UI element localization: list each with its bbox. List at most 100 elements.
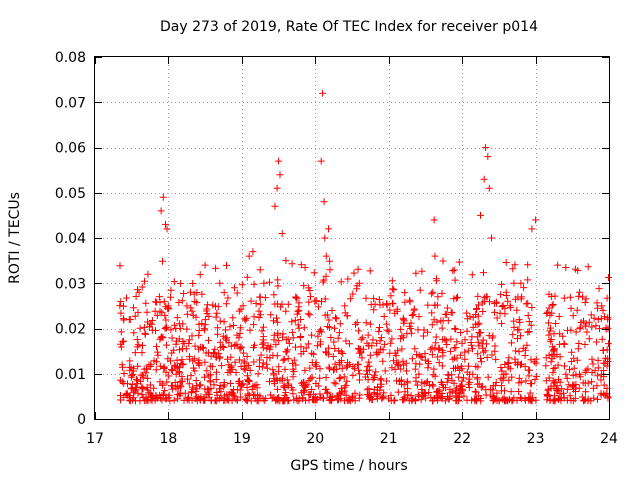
data-point [570, 354, 578, 362]
data-point [387, 292, 395, 300]
data-point [366, 320, 374, 328]
data-point [432, 275, 440, 283]
data-point [340, 373, 348, 381]
data-point [485, 332, 493, 340]
data-point [505, 395, 513, 403]
data-point [482, 293, 490, 301]
data-point [525, 318, 533, 325]
data-point [266, 378, 273, 386]
x-tick-label: 18 [160, 431, 178, 447]
data-point [596, 325, 603, 333]
data-point [569, 383, 577, 391]
data-point [589, 384, 597, 392]
data-point [362, 294, 370, 302]
data-point [314, 332, 322, 340]
data-point [584, 263, 592, 271]
data-point [405, 397, 413, 405]
data-point [428, 321, 436, 329]
data-point [575, 384, 583, 392]
data-point [213, 368, 220, 376]
data-point [424, 328, 432, 336]
y-tick-label: 0.08 [55, 50, 86, 66]
data-point [188, 332, 196, 340]
data-point [576, 370, 583, 378]
data-point [582, 295, 590, 303]
data-point [130, 304, 137, 312]
data-point [240, 349, 247, 357]
data-point [399, 316, 407, 324]
data-point [195, 345, 203, 353]
data-point [227, 380, 234, 387]
data-point [456, 383, 464, 391]
data-point [163, 225, 171, 233]
data-point [516, 394, 524, 402]
plot-frame [94, 56, 610, 420]
data-point [361, 373, 369, 381]
data-point [492, 355, 500, 363]
data-point [515, 379, 523, 387]
data-point [497, 387, 505, 395]
data-point [313, 297, 321, 305]
data-point [256, 300, 264, 308]
data-point [514, 361, 521, 369]
data-point [231, 358, 239, 366]
x-tick-label: 19 [233, 431, 251, 447]
data-point [232, 369, 240, 376]
data-point [342, 337, 350, 345]
data-point [241, 366, 249, 374]
data-point [319, 89, 327, 97]
data-point [400, 393, 408, 401]
data-point [242, 396, 250, 404]
data-point [166, 397, 174, 405]
data-point [550, 365, 558, 372]
data-point [343, 312, 351, 320]
data-point [123, 389, 131, 397]
data-point [248, 386, 256, 393]
data-point [154, 351, 162, 359]
data-point [330, 379, 338, 387]
data-point [240, 315, 248, 323]
data-point [440, 383, 447, 391]
data-point [594, 356, 602, 364]
data-point [571, 395, 579, 403]
data-point [590, 314, 598, 322]
data-point [588, 378, 596, 386]
data-point [263, 360, 271, 368]
data-point [435, 359, 443, 367]
data-point [263, 364, 271, 372]
data-point [401, 395, 409, 403]
data-point [562, 264, 570, 271]
data-point [236, 393, 244, 401]
data-point [292, 361, 300, 369]
data-point [322, 349, 330, 357]
data-point [545, 331, 553, 339]
data-point [189, 311, 197, 319]
data-point [558, 385, 566, 393]
data-point [404, 391, 412, 399]
data-point [415, 313, 423, 321]
data-point [556, 340, 564, 348]
data-point [452, 344, 460, 352]
data-point [344, 275, 352, 283]
data-point [321, 311, 329, 319]
data-point [523, 341, 531, 349]
data-point [432, 333, 440, 341]
data-point [188, 389, 196, 397]
data-point [141, 330, 149, 338]
data-point [429, 288, 437, 296]
data-point [450, 295, 458, 303]
data-point [431, 301, 439, 309]
data-point [243, 397, 251, 405]
data-point [458, 365, 466, 373]
data-point [193, 289, 201, 296]
data-point [258, 340, 266, 348]
data-point [120, 337, 128, 345]
data-point [250, 280, 258, 288]
data-point [469, 313, 477, 321]
data-point [499, 376, 507, 384]
data-point [451, 276, 459, 284]
data-point [479, 348, 487, 356]
data-point [231, 342, 239, 350]
data-point [282, 389, 290, 396]
data-point [232, 395, 240, 403]
